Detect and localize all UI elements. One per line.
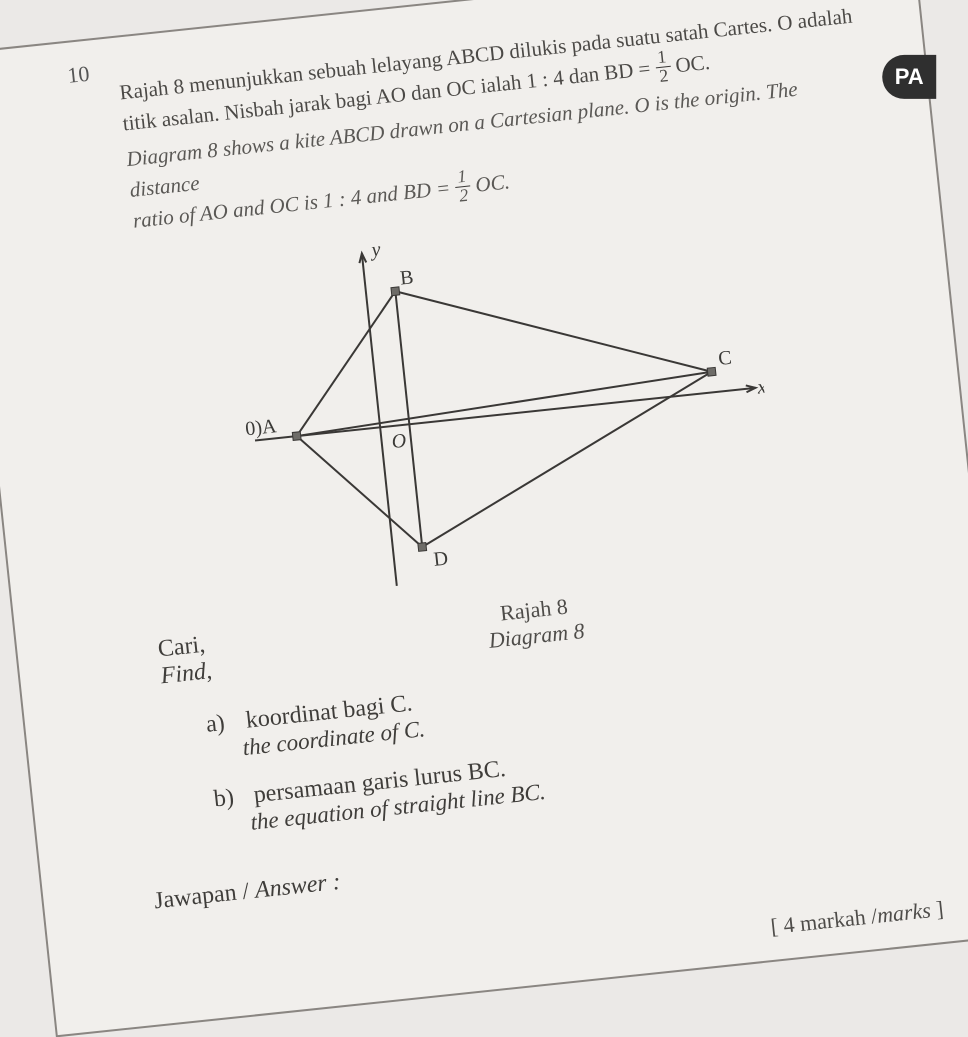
diagram-caption: Rajah 8 Diagram 8 bbox=[485, 592, 586, 654]
fraction-en: 1 2 bbox=[453, 168, 472, 206]
part-b-label: b) bbox=[213, 783, 250, 813]
svg-text:B: B bbox=[399, 266, 415, 289]
frac-den-en: 2 bbox=[455, 186, 472, 205]
svg-text:x: x bbox=[755, 376, 767, 399]
kite-diagram: (– 2, 0)A B C D Oy x bbox=[227, 203, 782, 615]
question-number: 10 bbox=[66, 61, 91, 89]
kite-svg: (– 2, 0)A B C D Oy x bbox=[227, 203, 782, 615]
find-ms: Cari, bbox=[157, 632, 207, 663]
frac-den: 2 bbox=[656, 67, 673, 86]
svg-text:O: O bbox=[391, 430, 408, 453]
part-a-label: a) bbox=[205, 708, 242, 738]
svg-text:(– 2, 0)A: (– 2, 0)A bbox=[227, 415, 278, 445]
pa-badge: PA bbox=[882, 55, 936, 99]
q-ms-line2b: OC. bbox=[674, 50, 711, 77]
marks-label: [ 4 markah /marks ] bbox=[769, 896, 944, 940]
marks-en: marks bbox=[876, 897, 932, 927]
svg-text:C: C bbox=[717, 347, 733, 370]
answer-label: Jawapan / Answer : bbox=[153, 869, 342, 915]
marks-open: [ 4 markah / bbox=[769, 903, 878, 939]
fraction-ms: 1 2 bbox=[654, 48, 673, 86]
svg-text:D: D bbox=[432, 547, 449, 570]
find-block: Cari, Find, bbox=[157, 631, 214, 690]
svg-text:y: y bbox=[368, 238, 381, 261]
q-en-line2b: OC. bbox=[474, 169, 511, 196]
question-parts: a) koordinat bagi C. the coordinate of C… bbox=[205, 639, 917, 861]
exam-page: 10 Rajah 8 menunjukkan sebuah lelayang A… bbox=[0, 0, 968, 1037]
answer-en: Answer : bbox=[254, 869, 342, 904]
marks-close: ] bbox=[929, 896, 944, 922]
answer-ms: Jawapan / bbox=[153, 878, 256, 914]
find-en: Find, bbox=[159, 658, 213, 690]
question-text: Rajah 8 menunjukkan sebuah lelayang ABCD… bbox=[118, 0, 871, 241]
